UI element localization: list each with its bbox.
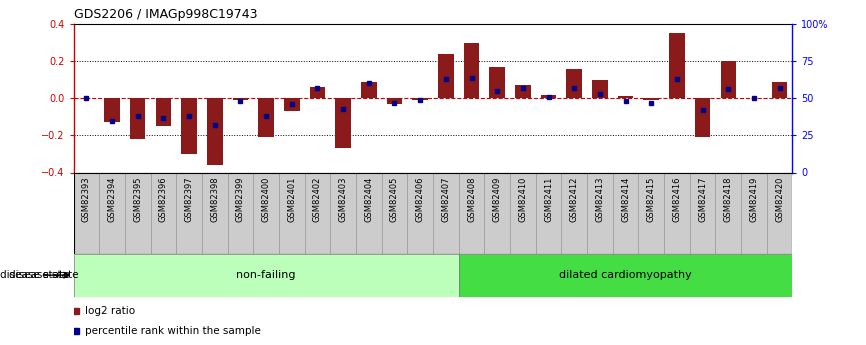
Bar bbox=[617, 97, 633, 98]
Bar bbox=[258, 98, 274, 137]
Bar bbox=[772, 82, 787, 98]
Bar bbox=[100, 172, 125, 254]
Bar bbox=[695, 98, 710, 137]
Bar bbox=[182, 98, 197, 154]
Bar bbox=[484, 172, 510, 254]
Text: GSM82417: GSM82417 bbox=[698, 177, 707, 222]
Bar bbox=[382, 172, 407, 254]
Bar bbox=[669, 33, 684, 98]
Text: GSM82414: GSM82414 bbox=[621, 177, 630, 222]
Text: disease state: disease state bbox=[9, 270, 81, 280]
Bar bbox=[412, 98, 428, 100]
Text: GSM82406: GSM82406 bbox=[416, 177, 424, 222]
Bar bbox=[228, 172, 253, 254]
Text: log2 ratio: log2 ratio bbox=[85, 306, 135, 315]
Bar bbox=[510, 172, 536, 254]
Bar bbox=[592, 80, 608, 98]
Text: GSM82405: GSM82405 bbox=[390, 177, 399, 222]
Bar bbox=[766, 172, 792, 254]
Text: GSM82415: GSM82415 bbox=[647, 177, 656, 222]
Bar bbox=[233, 98, 249, 100]
Text: GSM82411: GSM82411 bbox=[544, 177, 553, 222]
Text: GSM82399: GSM82399 bbox=[236, 177, 245, 222]
Bar bbox=[612, 172, 638, 254]
Text: GSM82419: GSM82419 bbox=[749, 177, 759, 222]
Bar bbox=[721, 61, 736, 98]
Bar bbox=[177, 172, 202, 254]
Text: GSM82404: GSM82404 bbox=[365, 177, 373, 222]
Bar bbox=[536, 172, 561, 254]
Bar bbox=[643, 98, 659, 100]
Text: GSM82410: GSM82410 bbox=[519, 177, 527, 222]
Bar bbox=[438, 54, 454, 98]
Text: GSM82420: GSM82420 bbox=[775, 177, 784, 222]
Text: percentile rank within the sample: percentile rank within the sample bbox=[85, 326, 261, 336]
Bar bbox=[202, 172, 228, 254]
Bar bbox=[459, 254, 792, 297]
Text: GSM82407: GSM82407 bbox=[442, 177, 450, 222]
Text: GDS2206 / IMAGp998C19743: GDS2206 / IMAGp998C19743 bbox=[74, 8, 257, 21]
Text: GSM82416: GSM82416 bbox=[672, 177, 682, 222]
Bar bbox=[305, 172, 330, 254]
Bar bbox=[561, 172, 587, 254]
Text: GSM82412: GSM82412 bbox=[570, 177, 578, 222]
Bar bbox=[356, 172, 382, 254]
Text: GSM82413: GSM82413 bbox=[595, 177, 604, 222]
Bar bbox=[464, 43, 479, 98]
Bar bbox=[105, 98, 120, 122]
Bar bbox=[489, 67, 505, 98]
Text: GSM82403: GSM82403 bbox=[339, 177, 347, 222]
Bar bbox=[207, 98, 223, 165]
Bar bbox=[279, 172, 305, 254]
Bar bbox=[330, 172, 356, 254]
Text: GSM82402: GSM82402 bbox=[313, 177, 322, 222]
Bar bbox=[156, 98, 171, 126]
Bar bbox=[151, 172, 177, 254]
Bar bbox=[715, 172, 741, 254]
Text: GSM82418: GSM82418 bbox=[724, 177, 733, 222]
Bar bbox=[433, 172, 459, 254]
Bar bbox=[741, 172, 766, 254]
Text: GSM82408: GSM82408 bbox=[467, 177, 476, 222]
Text: GSM82396: GSM82396 bbox=[159, 177, 168, 222]
Text: GSM82397: GSM82397 bbox=[184, 177, 194, 222]
Text: GSM82398: GSM82398 bbox=[210, 177, 219, 222]
Bar bbox=[664, 172, 689, 254]
Bar bbox=[515, 85, 531, 98]
Bar bbox=[310, 87, 326, 98]
Bar bbox=[130, 98, 145, 139]
Bar bbox=[638, 172, 664, 254]
Text: GSM82409: GSM82409 bbox=[493, 177, 501, 222]
Bar bbox=[335, 98, 351, 148]
Text: GSM82401: GSM82401 bbox=[288, 177, 296, 222]
Bar bbox=[566, 69, 582, 98]
Bar bbox=[74, 172, 100, 254]
Bar bbox=[459, 172, 484, 254]
Bar bbox=[407, 172, 433, 254]
Text: GSM82395: GSM82395 bbox=[133, 177, 142, 222]
Bar bbox=[689, 172, 715, 254]
Bar bbox=[253, 172, 279, 254]
Bar bbox=[284, 98, 300, 111]
Bar bbox=[587, 172, 612, 254]
Text: disease state: disease state bbox=[0, 270, 69, 280]
Text: non-failing: non-failing bbox=[236, 270, 296, 280]
Text: dilated cardiomyopathy: dilated cardiomyopathy bbox=[559, 270, 692, 280]
Bar bbox=[125, 172, 151, 254]
Bar bbox=[74, 254, 459, 297]
Bar bbox=[361, 82, 377, 98]
Text: GSM82394: GSM82394 bbox=[107, 177, 117, 222]
Text: GSM82393: GSM82393 bbox=[82, 177, 91, 222]
Text: GSM82400: GSM82400 bbox=[262, 177, 271, 222]
Bar bbox=[387, 98, 402, 104]
Bar bbox=[540, 95, 556, 98]
